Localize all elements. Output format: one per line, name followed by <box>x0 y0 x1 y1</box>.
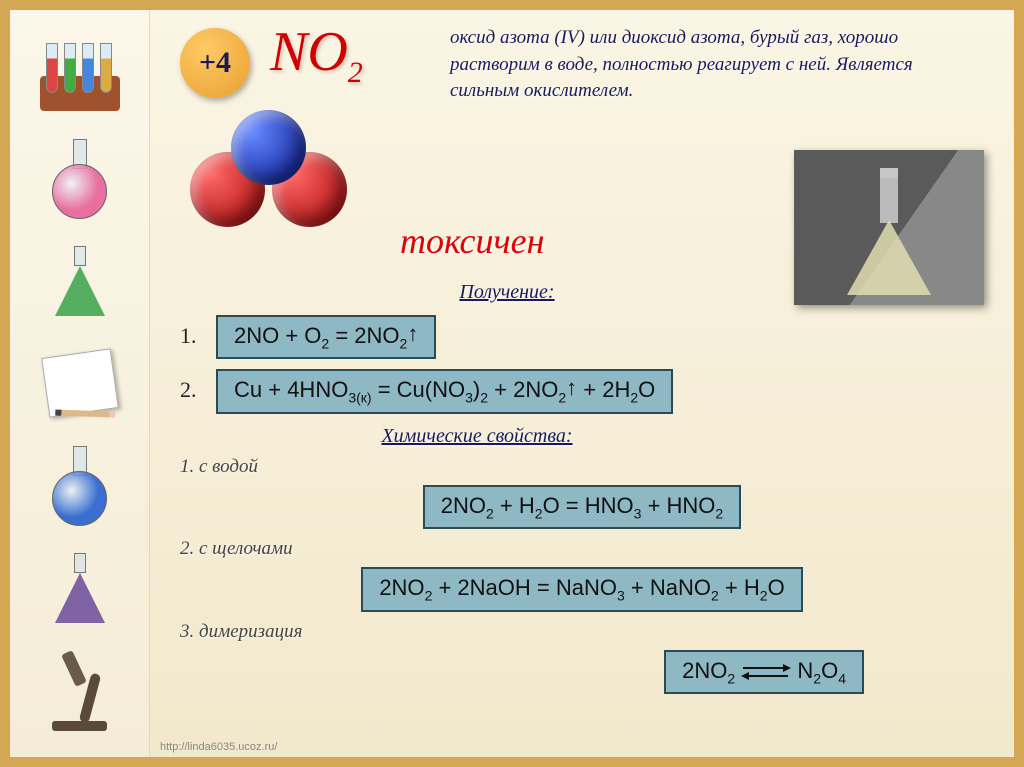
equation-1: 2NO + O2 = 2NO2↑ <box>216 315 436 359</box>
equation-row-2: 2. Cu + 4HNO3(к) = Cu(NO3)2 + 2NO2↑ + 2H… <box>180 366 984 416</box>
equation-2: Cu + 4HNO3(к) = Cu(NO3)2 + 2NO2↑ + 2H2O <box>216 369 673 413</box>
sub-dimer-label: 3. димеризация <box>180 621 984 643</box>
microscope-icon <box>35 646 125 736</box>
oxidation-badge: +4 <box>180 28 250 98</box>
formula-heading: NO2 <box>270 20 363 90</box>
flask-blue-icon <box>35 441 125 531</box>
footer-url: http://linda6035.ucoz.ru/ <box>160 741 277 753</box>
equation-4: 2NO2 + 2NaOH = NaNO3 + NaNO2 + H2O <box>361 567 802 611</box>
erlenmeyer-purple-icon <box>35 543 125 633</box>
sidebar <box>10 10 150 757</box>
toxic-label: токсичен <box>400 220 544 262</box>
sub-water-label: 1. с водой <box>180 456 984 478</box>
slide-content: +4 NO2 оксид азота (IV) или диоксид азот… <box>150 10 1014 757</box>
nitrogen-atom-icon <box>231 110 306 185</box>
flask-pink-icon <box>35 134 125 224</box>
molecule-model <box>190 110 350 230</box>
erlenmeyer-green-icon <box>35 236 125 326</box>
description-text: оксид азота (IV) или диоксид азота, буры… <box>450 25 984 105</box>
section-chem-title: Химические свойства: <box>270 425 684 448</box>
sub-alkali-label: 2. с щелочами <box>180 538 984 560</box>
testtubes-icon <box>35 31 125 121</box>
notes-icon <box>35 338 125 428</box>
equation-3: 2NO2 + H2O = HNO3 + HNO2 <box>423 485 741 529</box>
section-obtain-title: Получение: <box>330 281 684 304</box>
reversible-arrow-icon <box>741 663 791 681</box>
equation-row-1: 1. 2NO + O2 = 2NO2↑ <box>180 312 984 362</box>
equation-5: 2NO2 N2O4 <box>664 650 864 694</box>
